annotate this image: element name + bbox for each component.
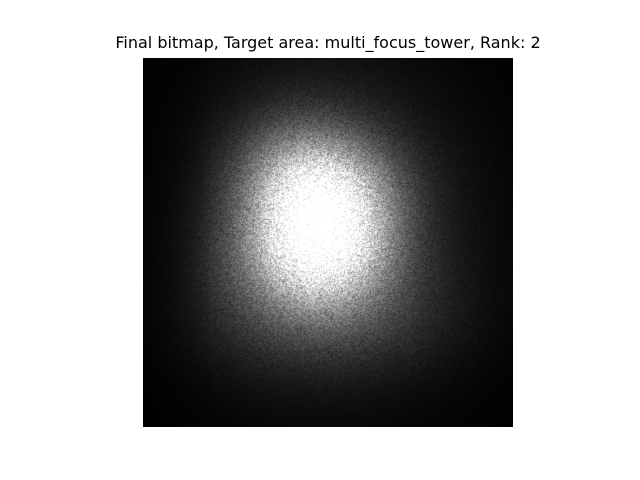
chart-title: Final bitmap, Target area: multi_focus_t… xyxy=(115,33,541,52)
heatmap-bitmap-canvas xyxy=(143,58,513,427)
heatmap-image xyxy=(143,58,513,427)
